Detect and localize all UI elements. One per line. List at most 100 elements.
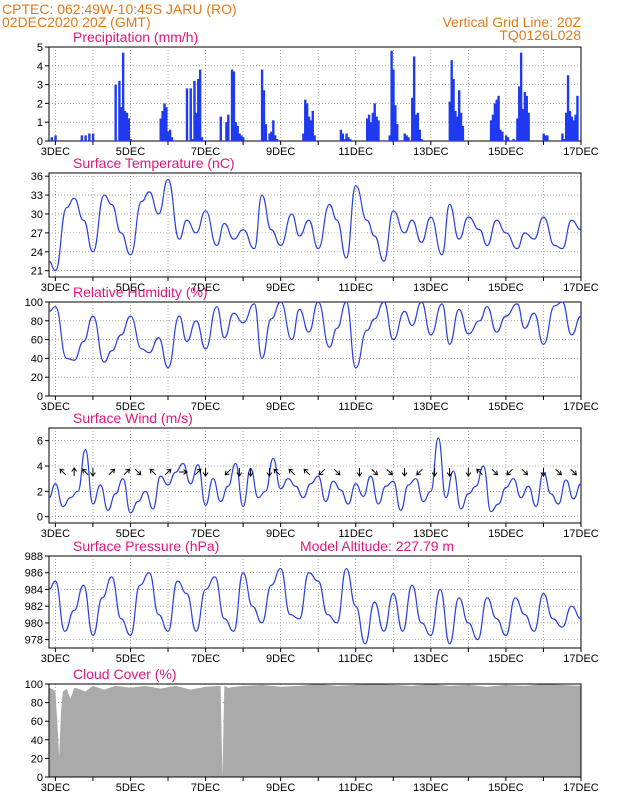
wind-arrow-head xyxy=(318,470,324,476)
precip-bar xyxy=(416,112,420,141)
precip-bar xyxy=(123,110,127,141)
precip-bar xyxy=(566,75,570,141)
precip-bar xyxy=(191,139,194,141)
wind-arrow xyxy=(273,468,281,476)
x-tick-label: 13DEC xyxy=(413,782,449,794)
wind-arrow-head xyxy=(557,470,562,476)
wind-arrow xyxy=(506,468,513,476)
precip-bar xyxy=(198,69,202,141)
precip-bar xyxy=(456,116,459,141)
wind-arrow-head xyxy=(136,470,142,476)
panel-title-pressure: Surface Pressure (hPa) xyxy=(73,538,219,554)
precip-bar xyxy=(418,129,421,141)
precip-bar xyxy=(523,92,527,141)
wind-arrow xyxy=(202,468,209,477)
x-tick-label: 15DEC xyxy=(488,401,524,413)
precip-bar xyxy=(313,135,316,141)
x-tick-label: 9DEC xyxy=(266,782,295,794)
series-line-wind xyxy=(48,437,582,514)
precip-bar xyxy=(568,110,572,141)
x-tick-label: 11DEC xyxy=(338,401,373,413)
precip-bar xyxy=(165,107,168,141)
wind-arrow-head xyxy=(59,468,65,474)
precip-bar xyxy=(262,90,266,141)
precip-bar xyxy=(369,122,373,141)
precip-bar xyxy=(272,120,275,141)
y-tick-label: 0 xyxy=(37,391,43,403)
precip-bar xyxy=(454,110,457,141)
wind-arrow-shaft xyxy=(491,468,498,476)
wind-arrow xyxy=(446,468,453,477)
precip-bar xyxy=(405,135,408,141)
wind-arrow-head xyxy=(540,472,547,477)
wind-arrow xyxy=(71,467,78,476)
wind-arrow-shaft xyxy=(224,468,232,476)
precip-bar xyxy=(512,139,515,141)
y-tick-label: 2 xyxy=(37,486,43,498)
precip-bar xyxy=(521,109,525,141)
x-tick-label: 13DEC xyxy=(413,653,449,665)
wind-arrow-shaft xyxy=(164,468,172,476)
precip-bar xyxy=(236,125,239,141)
wind-arrow-head xyxy=(266,472,273,477)
y-tick-label: 20 xyxy=(31,753,43,765)
y-tick-label: 980 xyxy=(25,618,43,630)
wind-arrow xyxy=(371,468,378,476)
x-tick-label: 15DEC xyxy=(488,146,524,158)
wind-arrow-shaft xyxy=(288,468,296,476)
precip-bar xyxy=(307,116,311,141)
wind-arrow-shaft xyxy=(82,468,89,476)
wind-arrow-head xyxy=(196,468,202,474)
wind-arrow xyxy=(333,468,341,476)
precip-bar xyxy=(275,139,279,141)
wind-arrow-shaft xyxy=(318,468,326,476)
wind-arrow xyxy=(288,468,296,476)
wind-arrow-head xyxy=(465,472,472,477)
wind-arrow-shaft xyxy=(521,468,528,476)
precip-bar xyxy=(377,120,380,141)
precip-bar xyxy=(403,133,406,141)
wind-arrow xyxy=(401,468,408,477)
y-tick-label: 0 xyxy=(37,512,43,524)
y-tick-label: 27 xyxy=(31,228,43,240)
panel-title-wind: Surface Wind (m/s) xyxy=(73,410,193,426)
wind-arrow xyxy=(123,468,131,476)
x-tick-label: 7DEC xyxy=(191,401,220,413)
header-datetime: 02DEC2020 20Z (GMT) xyxy=(2,14,151,30)
wind-arrow xyxy=(82,468,89,476)
precip-bar xyxy=(347,137,350,141)
y-tick-label: 2 xyxy=(37,98,43,110)
wind-arrow-shaft xyxy=(194,468,202,476)
precip-bar xyxy=(392,69,395,141)
x-tick-label: 3DEC xyxy=(41,146,70,158)
precip-bar xyxy=(121,52,125,141)
wind-arrow-shaft xyxy=(149,468,157,476)
y-tick-label: 5 xyxy=(37,42,43,54)
panel-frame xyxy=(48,555,582,649)
precip-bar xyxy=(519,52,523,141)
wind-arrow xyxy=(108,468,116,476)
precip-bar xyxy=(516,118,519,141)
precip-bar xyxy=(274,135,277,141)
wind-arrow-head xyxy=(476,468,482,474)
precip-bar xyxy=(264,124,268,141)
precip-bar xyxy=(304,99,307,141)
precip-bar xyxy=(489,120,493,141)
wind-arrow-shaft xyxy=(506,468,513,476)
precip-bar xyxy=(80,135,84,141)
x-tick-label: 9DEC xyxy=(266,653,295,665)
wind-arrow-head xyxy=(446,472,453,477)
wind-arrow-shaft xyxy=(134,468,142,476)
precip-bar xyxy=(448,101,451,141)
precip-bar xyxy=(189,88,192,141)
x-tick-label: 17DEC xyxy=(563,146,599,158)
precip-bar xyxy=(91,133,95,141)
panel-title-cloud: Cloud Cover (%) xyxy=(73,666,176,682)
x-tick-label: 15DEC xyxy=(488,528,524,540)
precip-bar xyxy=(305,103,309,141)
y-tick-label: 24 xyxy=(31,247,43,259)
x-tick-label: 13DEC xyxy=(413,146,449,158)
x-tick-label: 11DEC xyxy=(338,782,373,794)
wind-arrow-head xyxy=(82,468,87,474)
